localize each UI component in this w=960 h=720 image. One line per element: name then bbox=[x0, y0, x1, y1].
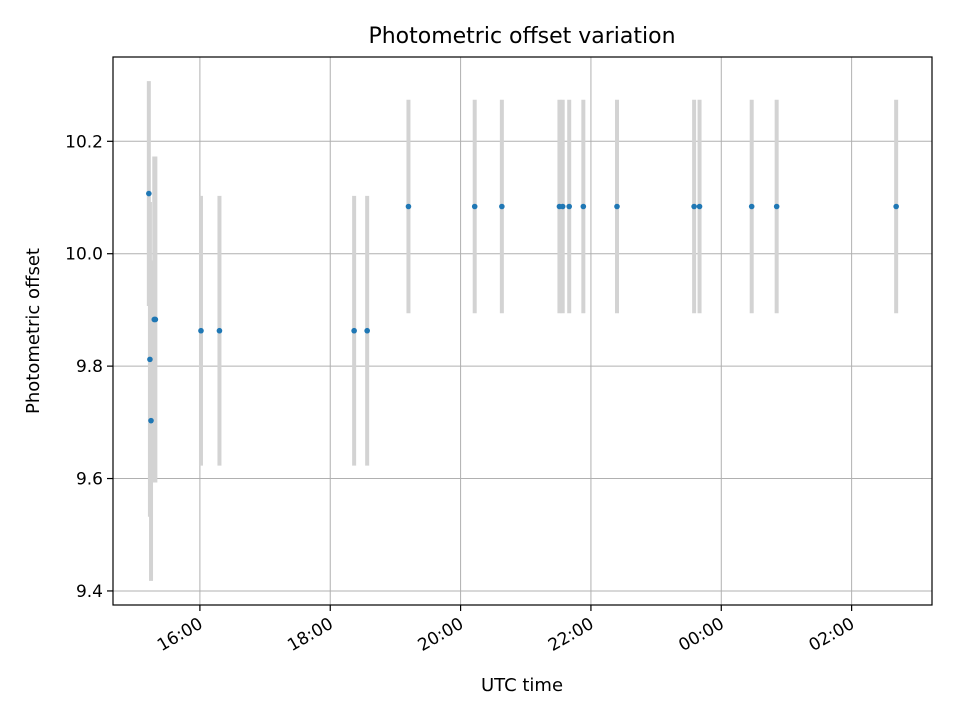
data-point bbox=[364, 327, 370, 334]
y-tick-label: 9.4 bbox=[76, 582, 103, 602]
data-point bbox=[351, 327, 357, 334]
data-point bbox=[471, 203, 478, 210]
data-point bbox=[696, 203, 703, 210]
y-axis-ticks: 9.4 9.6 9.8 10.0 10.2 bbox=[65, 132, 113, 602]
data-point bbox=[146, 190, 152, 197]
data-point bbox=[559, 203, 566, 210]
data-point bbox=[147, 356, 153, 363]
data-point bbox=[748, 203, 755, 210]
data-point bbox=[148, 417, 154, 424]
y-tick-label: 9.8 bbox=[76, 357, 103, 377]
y-tick-label: 10.2 bbox=[65, 132, 103, 152]
data-point bbox=[152, 316, 159, 323]
x-axis-label: UTC time bbox=[481, 675, 563, 696]
plot-area-frame bbox=[112, 56, 933, 606]
data-point bbox=[773, 203, 780, 210]
data-point bbox=[216, 327, 223, 334]
data-point bbox=[614, 203, 620, 210]
y-axis-label: Photometric offset bbox=[23, 248, 44, 414]
data-point bbox=[893, 203, 899, 210]
y-tick-label: 9.6 bbox=[76, 470, 103, 490]
data-point bbox=[499, 203, 505, 210]
y-tick-label: 10.0 bbox=[65, 245, 103, 265]
chart-title: Photometric offset variation bbox=[368, 24, 675, 49]
data-point bbox=[580, 203, 587, 210]
data-point bbox=[691, 203, 697, 210]
data-point bbox=[405, 203, 412, 210]
data-point bbox=[566, 203, 573, 210]
data-point bbox=[198, 327, 204, 334]
data-points bbox=[146, 190, 899, 424]
